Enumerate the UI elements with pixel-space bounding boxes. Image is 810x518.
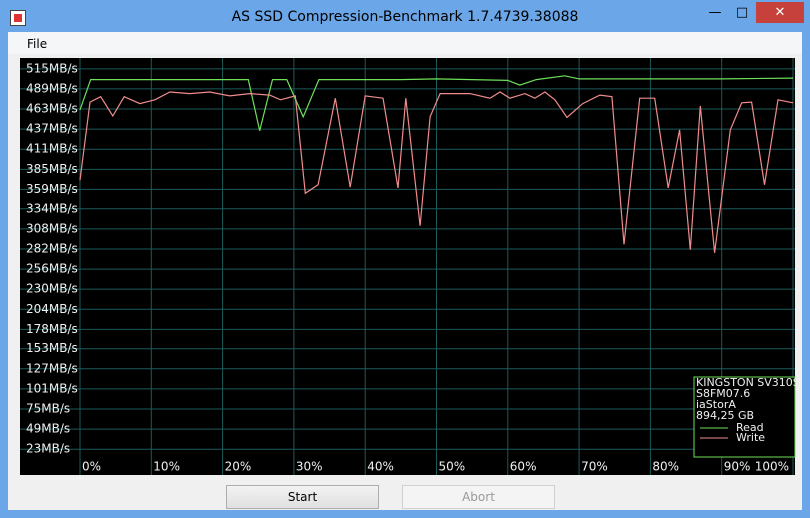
y-tick-label: 75MB/s: [26, 402, 70, 416]
x-tick-label: 100%: [755, 460, 789, 474]
y-tick-label: 153MB/s: [26, 341, 78, 355]
legend-label: Read: [736, 421, 764, 434]
menu-bar: File: [8, 32, 802, 54]
legend-info: KINGSTON SV310S: [696, 376, 800, 389]
x-tick-label: 40%: [367, 460, 394, 474]
abort-button: Abort: [402, 485, 555, 509]
start-button[interactable]: Start: [226, 485, 379, 509]
y-tick-label: 230MB/s: [26, 282, 78, 296]
y-tick-label: 49MB/s: [26, 422, 70, 436]
x-tick-label: 20%: [225, 460, 252, 474]
x-tick-label: 70%: [581, 460, 608, 474]
series-line: [79, 91, 794, 253]
y-tick-label: 308MB/s: [26, 221, 78, 235]
y-tick-label: 463MB/s: [26, 102, 78, 116]
y-tick-label: 178MB/s: [26, 322, 78, 336]
x-tick-label: 80%: [652, 460, 679, 474]
title-bar: AS SSD Compression-Benchmark 1.7.4739.38…: [2, 2, 808, 32]
y-tick-label: 204MB/s: [26, 302, 78, 316]
y-tick-label: 282MB/s: [26, 241, 78, 255]
y-tick-label: 489MB/s: [26, 81, 78, 95]
x-tick-label: 60%: [510, 460, 537, 474]
y-tick-label: 385MB/s: [26, 162, 78, 176]
y-tick-label: 359MB/s: [26, 182, 78, 196]
legend-info: 894,25 GB: [696, 409, 754, 422]
legend-label: Write: [736, 431, 765, 444]
x-tick-label: 10%: [153, 460, 180, 474]
minimize-button[interactable]: —: [708, 5, 722, 20]
y-tick-label: 101MB/s: [26, 381, 78, 395]
app-icon: [10, 10, 26, 26]
y-tick-label: 23MB/s: [26, 442, 70, 456]
y-tick-label: 411MB/s: [26, 142, 78, 156]
legend-box: [693, 376, 796, 458]
y-tick-label: 256MB/s: [26, 262, 78, 276]
plot-background: [20, 58, 795, 475]
maximize-button[interactable]: □: [735, 5, 749, 20]
series-line: [79, 75, 794, 131]
x-tick-label: 50%: [439, 460, 466, 474]
x-tick-label: 30%: [296, 460, 323, 474]
legend-info: iaStorA: [696, 398, 736, 411]
x-tick-label: 0%: [82, 460, 101, 474]
y-tick-label: 127MB/s: [26, 361, 78, 375]
window-title: AS SSD Compression-Benchmark 1.7.4739.38…: [231, 9, 579, 25]
x-tick-label: 90%: [724, 460, 751, 474]
y-tick-label: 437MB/s: [26, 122, 78, 136]
menu-item[interactable]: File: [27, 37, 48, 51]
legend-info: S8FM07.6: [696, 387, 750, 400]
y-tick-label: 515MB/s: [26, 61, 78, 75]
y-tick-label: 334MB/s: [26, 201, 78, 215]
close-button[interactable]: ✕: [756, 2, 804, 23]
